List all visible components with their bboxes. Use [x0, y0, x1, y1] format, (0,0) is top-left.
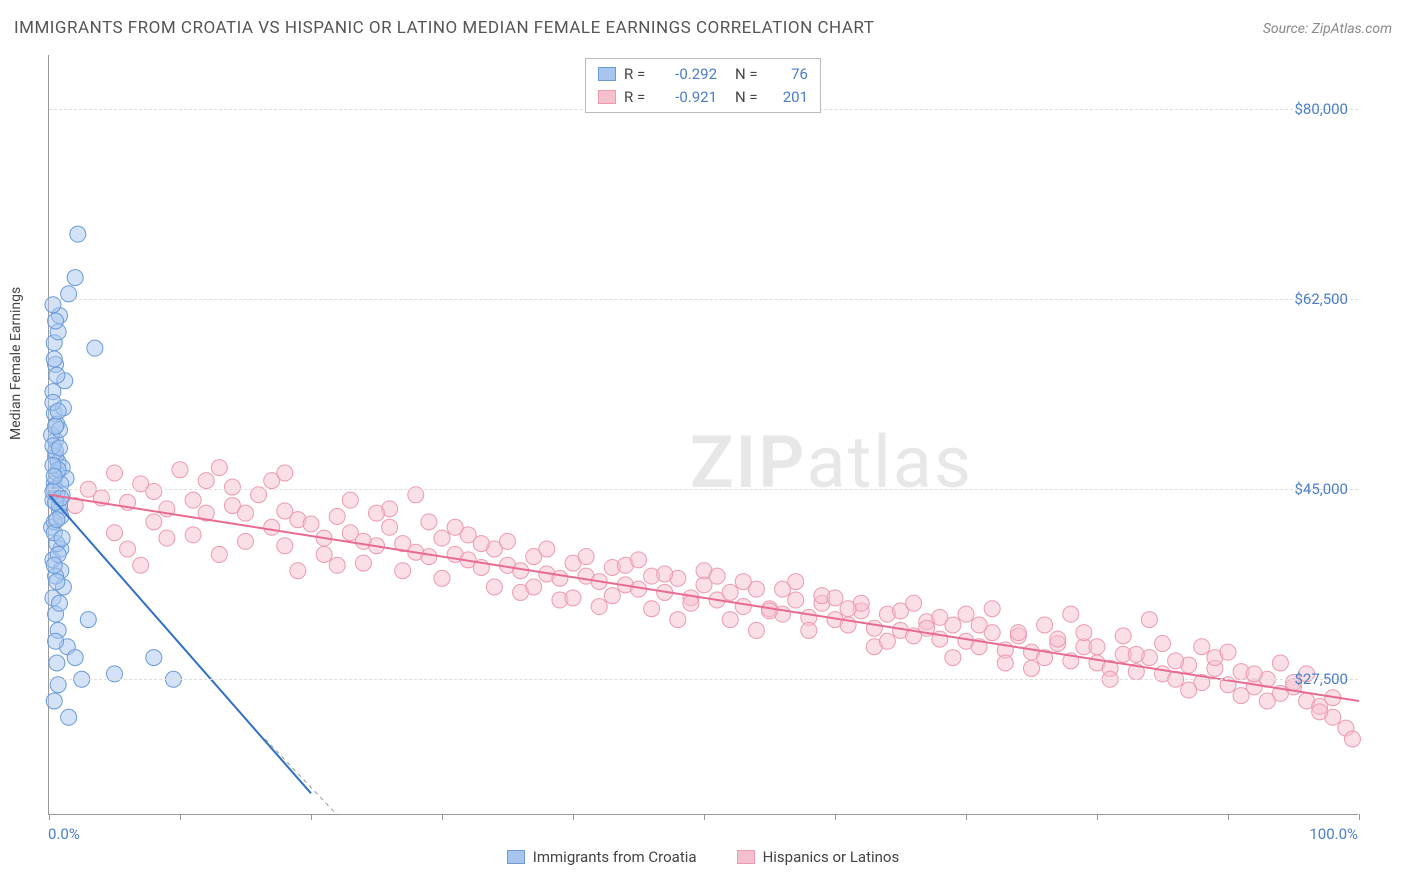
chart-title: IMMIGRANTS FROM CROATIA VS HISPANIC OR L… [14, 18, 874, 38]
x-axis-labels: 0.0% 100.0% [48, 825, 1358, 843]
legend-row-hispanic: R = -0.921 N = 201 [598, 86, 808, 109]
n-label: N = [735, 86, 765, 109]
n-label: N = [735, 63, 765, 86]
swatch-hispanic [598, 90, 616, 104]
x-min-label: 0.0% [48, 825, 80, 843]
x-tick [49, 814, 50, 820]
gridline [49, 679, 1358, 680]
y-tick-label: $45,000 [1294, 480, 1348, 498]
legend-item-croatia: Immigrants from Croatia [507, 848, 697, 866]
swatch-croatia [598, 67, 616, 81]
series-legend: Immigrants from Croatia Hispanics or Lat… [48, 848, 1358, 866]
source-attribution: Source: ZipAtlas.com [1263, 21, 1392, 37]
r-value-croatia: -0.292 [662, 63, 717, 86]
legend-item-hispanic: Hispanics or Latinos [737, 848, 900, 866]
x-tick [1228, 814, 1229, 820]
gridline [49, 299, 1358, 300]
x-tick [442, 814, 443, 820]
swatch-croatia-icon [507, 850, 525, 864]
y-tick-label: $27,500 [1294, 670, 1348, 688]
r-value-hispanic: -0.921 [662, 86, 717, 109]
swatch-hispanic-icon [737, 850, 755, 864]
x-tick [704, 814, 705, 820]
legend-row-croatia: R = -0.292 N = 76 [598, 63, 808, 86]
y-tick-label: $62,500 [1294, 290, 1348, 308]
y-axis-label: Median Female Earnings [8, 287, 24, 440]
plot-area: $27,500 $45,000 $62,500 $80,000 [48, 55, 1358, 815]
n-value-hispanic: 201 [773, 86, 808, 109]
x-tick [835, 814, 836, 820]
r-label: R = [624, 86, 654, 109]
x-max-label: 100.0% [1309, 825, 1358, 843]
legend-label-croatia: Immigrants from Croatia [533, 848, 697, 866]
x-tick [1359, 814, 1360, 820]
x-tick [1097, 814, 1098, 820]
r-label: R = [624, 63, 654, 86]
x-tick [311, 814, 312, 820]
correlation-legend: R = -0.292 N = 76 R = -0.921 N = 201 [585, 58, 821, 113]
y-tick-label: $80,000 [1294, 100, 1348, 118]
gridline [49, 489, 1358, 490]
x-tick [573, 814, 574, 820]
n-value-croatia: 76 [773, 63, 808, 86]
legend-label-hispanic: Hispanics or Latinos [763, 848, 900, 866]
title-bar: IMMIGRANTS FROM CROATIA VS HISPANIC OR L… [14, 18, 1392, 38]
x-tick [180, 814, 181, 820]
scatter-plot-svg [49, 55, 1358, 814]
x-tick [966, 814, 967, 820]
